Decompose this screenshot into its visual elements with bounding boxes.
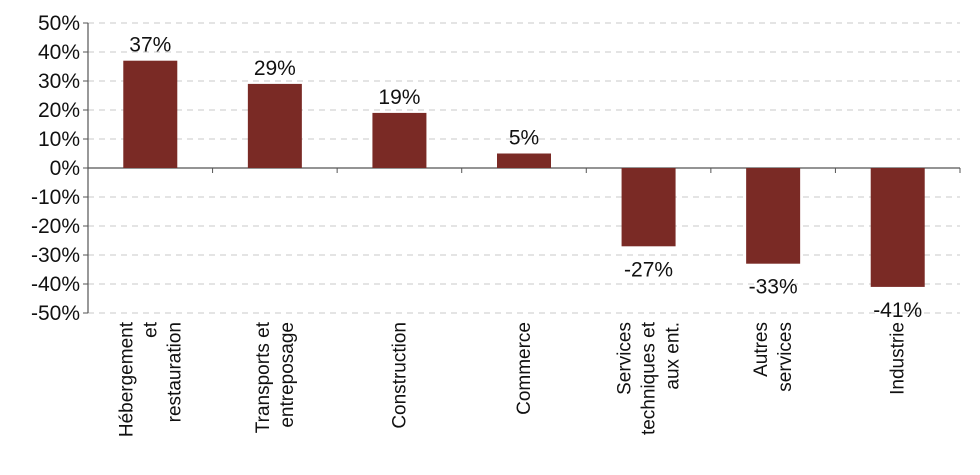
bar	[247, 83, 302, 168]
category-label: Construction	[389, 322, 410, 429]
y-tick-label: 30%	[38, 70, 80, 93]
data-label: 5%	[509, 127, 539, 150]
bar	[621, 168, 676, 247]
category-label: Industrie	[888, 322, 909, 395]
category-label: Autres	[751, 322, 772, 377]
y-tick-label: -50%	[31, 302, 80, 325]
y-tick-label: 0%	[50, 157, 80, 180]
bar	[870, 168, 925, 287]
data-label: 19%	[378, 86, 420, 109]
category-label: et	[140, 321, 161, 338]
bar	[123, 60, 178, 169]
bar	[497, 153, 551, 168]
y-tick-label: -40%	[31, 273, 80, 296]
bars	[123, 60, 925, 287]
category-label: Commerce	[514, 322, 535, 415]
y-tick-label: -10%	[31, 186, 80, 209]
y-tick-label: 20%	[38, 99, 80, 122]
y-tick-label: 10%	[38, 128, 80, 151]
data-label: 37%	[129, 34, 171, 57]
y-tick-label: 50%	[38, 12, 80, 35]
data-label: -33%	[749, 276, 798, 299]
category-labels: Hébergement et restauration Transports et en…	[116, 321, 908, 437]
y-tick-label: 40%	[38, 41, 80, 64]
category-label: entreposage	[277, 322, 298, 428]
axes: 50% 40% 30% 20% 10% 0% -10% -20% -30% -40% -50%	[31, 12, 961, 325]
category-label: aux ent.	[663, 322, 684, 390]
category-label: Transports et	[253, 321, 274, 433]
bar	[372, 112, 427, 168]
data-label: -41%	[873, 299, 922, 322]
category-label: Hébergement	[116, 321, 137, 437]
data-label: 29%	[254, 57, 296, 80]
y-tick-label: -30%	[31, 244, 80, 267]
data-label: -27%	[624, 258, 673, 281]
category-label: restauration	[164, 322, 185, 422]
category-label: services	[775, 322, 796, 392]
data-labels: 37% 29% 19% 5% -27% -33% -41%	[129, 34, 922, 322]
category-label: techniques et	[639, 321, 660, 435]
category-label: Services	[615, 322, 636, 395]
bar	[746, 168, 801, 264]
gridlines	[88, 22, 960, 314]
y-tick-label: -20%	[31, 215, 80, 238]
